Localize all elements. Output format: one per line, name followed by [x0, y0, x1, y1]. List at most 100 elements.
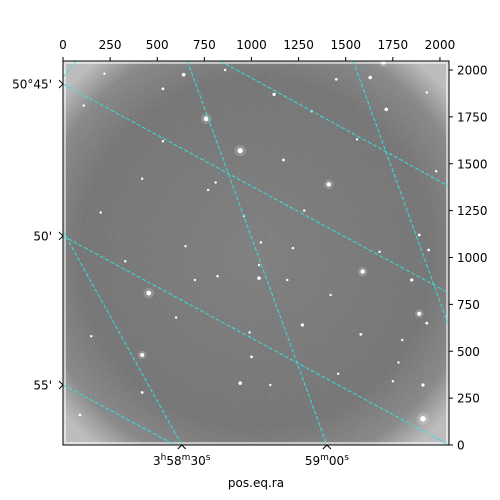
right-tick-label: 1000	[457, 251, 488, 265]
coordinate-grid	[63, 61, 449, 445]
star	[216, 275, 219, 278]
star	[417, 233, 421, 237]
top-tick-label: 250	[99, 38, 122, 52]
star	[368, 75, 373, 80]
star	[421, 383, 425, 387]
declination-grid-line	[63, 83, 449, 294]
star-halo	[234, 144, 246, 157]
star	[384, 107, 389, 112]
star	[99, 211, 102, 214]
right-pixel-axis: 0 250 500 750 1000 1250 1500 1750 2000	[449, 64, 488, 453]
right-ascension-grid-line	[63, 231, 183, 445]
star	[250, 355, 253, 359]
star	[425, 321, 429, 325]
star	[237, 148, 243, 154]
declination-grid-line	[220, 61, 449, 187]
right-ascension-grid-line	[352, 61, 449, 328]
star	[291, 246, 295, 250]
star	[401, 338, 404, 342]
star	[286, 278, 289, 282]
star-halo	[137, 350, 147, 360]
top-tick-label: 0	[59, 38, 67, 52]
star	[161, 87, 165, 91]
right-tick-label: 500	[457, 345, 480, 359]
star	[355, 138, 359, 141]
star	[303, 209, 306, 212]
star	[360, 269, 365, 274]
left-declination-axis: 50°45' 50' 55'	[12, 78, 64, 393]
star	[193, 278, 197, 282]
right-tick-label: 2000	[457, 64, 488, 78]
star	[300, 323, 304, 327]
dec-tick-label: 50'	[33, 229, 52, 243]
image-noise	[63, 61, 449, 445]
star	[391, 380, 395, 383]
star	[203, 116, 209, 122]
star	[259, 241, 263, 244]
bottom-tick	[322, 444, 328, 450]
star	[223, 68, 227, 72]
star	[140, 391, 144, 394]
left-tick	[58, 231, 64, 237]
top-tick-label: 1750	[378, 38, 409, 52]
star	[103, 72, 106, 75]
right-tick-label: 1500	[457, 157, 488, 171]
star-field	[78, 61, 438, 425]
top-tick-label: 1250	[283, 38, 314, 52]
star	[329, 293, 332, 297]
star	[359, 332, 363, 336]
left-tick	[58, 79, 64, 85]
star	[420, 415, 426, 422]
star	[181, 72, 186, 77]
left-tick	[58, 83, 64, 89]
star	[123, 260, 127, 263]
star-halo	[414, 309, 424, 319]
top-pixel-axis: 0 250 500 750 1000 1250 1500 1750 2000	[59, 38, 455, 61]
star	[82, 104, 85, 107]
bottom-tick	[177, 444, 183, 450]
right-tick-label: 1250	[457, 204, 488, 218]
star	[417, 311, 422, 316]
star	[282, 158, 285, 162]
declination-grid-line	[63, 235, 449, 445]
star	[334, 77, 338, 81]
star	[425, 91, 428, 94]
star	[336, 372, 340, 375]
left-tick	[58, 384, 64, 390]
star	[140, 353, 145, 357]
top-tick-label: 500	[146, 38, 169, 52]
star	[174, 316, 178, 319]
star	[434, 170, 438, 173]
top-tick-label: 1500	[330, 38, 361, 52]
star	[90, 335, 93, 338]
left-tick	[58, 380, 64, 386]
bottom-tick	[181, 444, 187, 450]
star-halo	[416, 412, 430, 425]
star	[161, 140, 165, 143]
right-tick-label: 0	[457, 439, 465, 453]
star	[410, 278, 414, 282]
ra-tick-label: 59m00s	[305, 453, 349, 468]
top-tick-label: 2000	[425, 38, 456, 52]
dec-tick-label: 50°45'	[12, 78, 52, 92]
star	[257, 263, 261, 267]
star	[248, 331, 251, 334]
bottom-tick	[326, 444, 332, 450]
star	[238, 381, 242, 385]
star-halo	[379, 61, 388, 67]
star	[146, 290, 152, 296]
top-tick-label: 1000	[236, 38, 267, 52]
star	[78, 413, 82, 417]
star-halo	[323, 179, 334, 190]
right-ascension-grid-line	[63, 61, 77, 78]
star	[326, 182, 331, 187]
star	[381, 61, 386, 65]
right-ascension-grid-line	[186, 61, 328, 445]
dec-tick-label: 55'	[33, 379, 52, 393]
x-axis-label: pos.eq.ra	[228, 476, 284, 490]
star	[184, 245, 187, 248]
star-halo	[357, 266, 368, 277]
right-tick-label: 250	[457, 392, 480, 406]
star	[378, 250, 381, 254]
